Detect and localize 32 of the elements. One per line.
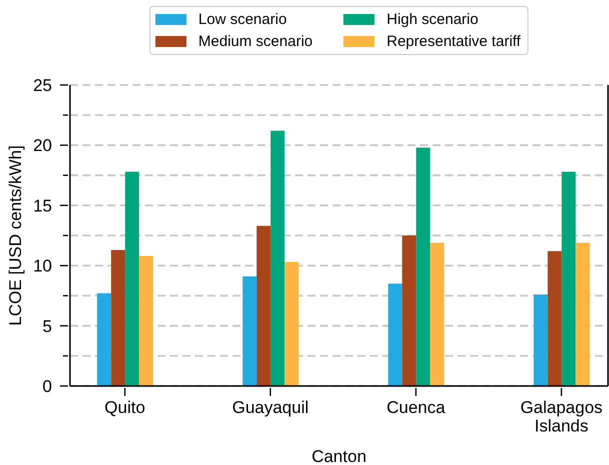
bar [576,242,590,386]
x-tick-label: Cuenca [386,398,446,417]
bar [416,148,430,386]
bar [270,130,285,386]
bar [242,276,257,386]
x-tick-label: Quito [104,398,146,417]
legend-label: High scenario [386,11,478,28]
legend-label: Low scenario [198,11,287,28]
bar [562,172,576,386]
x-tick-label: Guayaquil [232,398,309,417]
bar [97,293,112,386]
y-axis-title: LCOE [USD cents/kWh] [6,145,25,326]
x-axis-title: Canton [312,446,366,465]
bar [534,294,548,386]
bar [139,256,154,386]
bar [430,242,444,386]
y-tick-label: 10 [33,256,52,276]
x-tick-label: Galapagos Islands [520,398,603,436]
y-tick-label: 0 [42,376,52,396]
bar [111,250,126,386]
bar [388,284,402,386]
y-tick-label: 5 [42,316,52,336]
legend-label: Representative tariff [386,32,521,50]
y-tick-label: 25 [33,76,52,95]
legend-label: Medium scenario [198,32,313,50]
bar [284,262,299,386]
bar [402,236,416,386]
y-tick-label: 15 [33,196,52,216]
bar [125,172,140,386]
y-tick-label: 20 [33,136,52,156]
bar [256,226,271,386]
bar [548,251,562,386]
